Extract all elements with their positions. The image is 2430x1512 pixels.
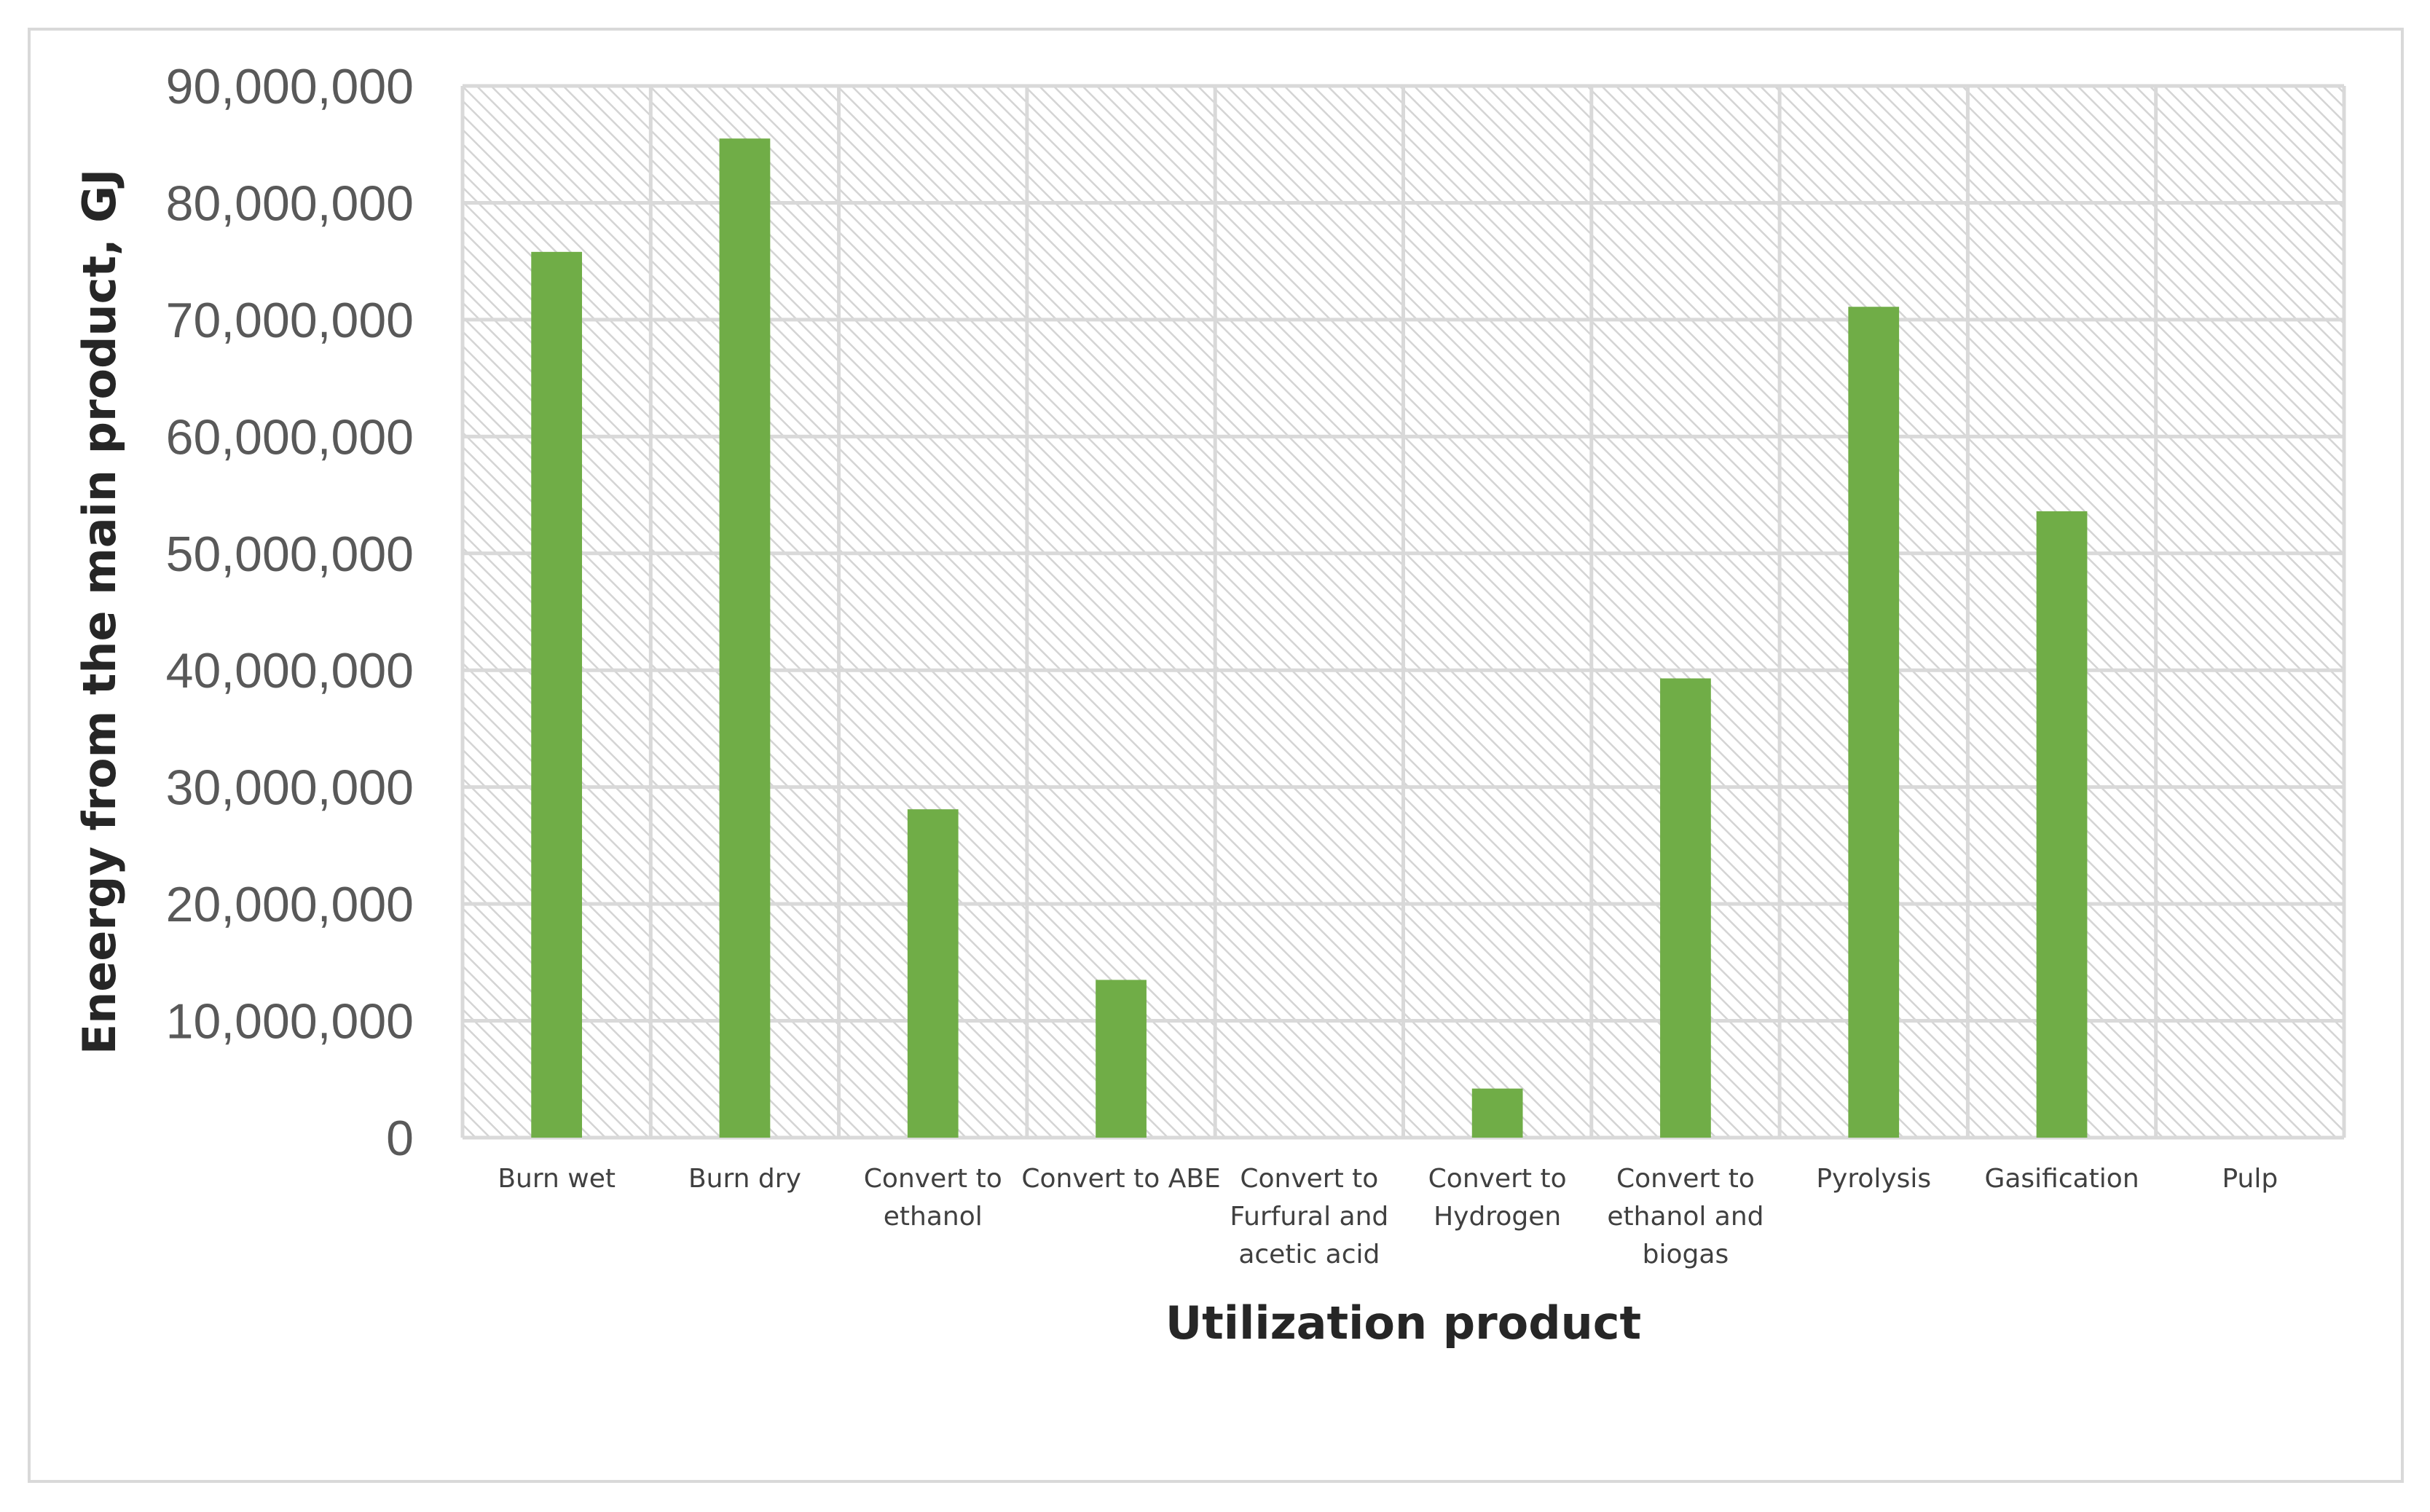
- x-tick-label: Burn dry: [688, 1164, 801, 1194]
- bar: [1471, 1088, 1523, 1138]
- x-tick-label-line: Convert to: [1616, 1164, 1755, 1194]
- bar: [907, 809, 959, 1138]
- x-tick-label-line: Pyrolysis: [1816, 1164, 1931, 1194]
- x-tick-label: Convert to ethanol: [864, 1164, 1002, 1232]
- x-tick-label-line: ethanol: [884, 1202, 983, 1232]
- y-tick-label: 70,000,000: [166, 293, 414, 348]
- x-tick-label-line: Pulp: [2222, 1164, 2278, 1194]
- y-tick-label: 20,000,000: [166, 877, 414, 932]
- gridlines: [460, 84, 2346, 1140]
- bar: [531, 251, 583, 1138]
- x-tick-label-line: biogas: [1643, 1240, 1729, 1269]
- x-tick-label: Convert to Furfural and acetic acid: [1230, 1164, 1388, 1269]
- y-tick-label: 30,000,000: [166, 760, 414, 816]
- x-tick-label-line: Convert to: [1240, 1164, 1378, 1194]
- bar: [1096, 980, 1147, 1138]
- x-axis-title: Utilization product: [1165, 1296, 1641, 1350]
- x-tick-label-line: Convert to: [1428, 1164, 1567, 1194]
- y-tick-label: 80,000,000: [166, 176, 414, 231]
- bar: [1848, 307, 1900, 1138]
- x-tick-label-line: Gasification: [1984, 1164, 2139, 1194]
- y-tick-label: 50,000,000: [166, 527, 414, 582]
- bars: [531, 138, 2088, 1138]
- y-tick-label: 0: [386, 1111, 414, 1166]
- x-tick-label: Gasification: [1984, 1164, 2139, 1194]
- x-tick-label-line: Burn dry: [688, 1164, 801, 1194]
- x-tick-label: Convert to ethanol and biogas: [1607, 1164, 1763, 1269]
- x-tick-label-line: Convert to: [864, 1164, 1002, 1194]
- y-tick-label: 60,000,000: [166, 409, 414, 465]
- x-tick-label: Burn wet: [498, 1164, 616, 1194]
- x-tick-label-line: Convert to ABE: [1021, 1164, 1220, 1194]
- x-axis-ticks: Burn wet Burn dry Convert to ethanolConvert…: [498, 1164, 2278, 1269]
- x-tick-label: Pulp: [2222, 1164, 2278, 1194]
- bar: [2036, 511, 2088, 1138]
- y-axis-ticks: 0 10,000,000 20,000,000 30,000,000 40,000,00…: [166, 59, 414, 1166]
- x-tick-label-line: Furfural and: [1230, 1202, 1388, 1232]
- y-tick-label: 90,000,000: [166, 59, 414, 114]
- bar: [719, 138, 771, 1138]
- x-tick-label: Convert to ABE: [1021, 1164, 1220, 1194]
- x-tick-label-line: Burn wet: [498, 1164, 616, 1194]
- x-tick-label-line: ethanol and: [1607, 1202, 1763, 1232]
- x-tick-label: Convert to Hydrogen: [1428, 1164, 1567, 1232]
- bar: [1660, 678, 1711, 1138]
- x-tick-label: Pyrolysis: [1816, 1164, 1931, 1194]
- y-tick-label: 40,000,000: [166, 643, 414, 698]
- x-tick-label-line: Hydrogen: [1434, 1202, 1561, 1232]
- y-axis-title: Eneergy from the main product, GJ: [73, 169, 126, 1055]
- x-tick-label-line: acetic acid: [1238, 1240, 1380, 1269]
- y-tick-label: 10,000,000: [166, 994, 414, 1050]
